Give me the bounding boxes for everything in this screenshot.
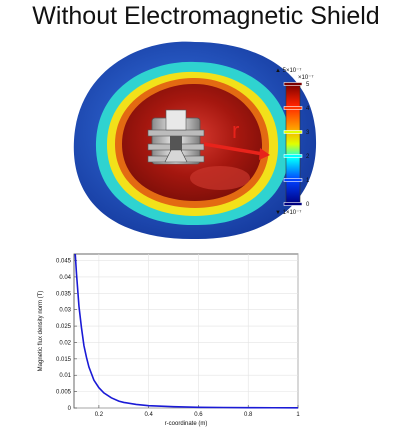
- y-tick-label: 0.02: [59, 340, 71, 346]
- colorbar-ticks: 5 4 3 2 1 0: [283, 82, 310, 208]
- y-axis-label: Magnetic flux density norm (T): [38, 291, 44, 372]
- device-model: [147, 109, 205, 165]
- x-tick-label: 0.4: [144, 412, 153, 418]
- colorbar-tick-mark: [283, 82, 303, 86]
- colorbar-min-label: ▼ 1×10⁻⁷: [275, 209, 301, 216]
- colorbar-tick-label: 1: [306, 178, 310, 184]
- colorbar-tick-mark: [283, 178, 303, 182]
- colorbar-tick-label: 2: [306, 154, 310, 160]
- x-tick-label: 0.8: [244, 412, 253, 418]
- field-simulation-image: r: [73, 41, 317, 240]
- y-tick-label: 0.005: [56, 390, 72, 396]
- colorbar-tick-label: 0: [306, 202, 310, 208]
- colorbar-tick-label: 5: [306, 82, 310, 88]
- y-tick-label: 0.015: [56, 357, 72, 363]
- y-tick-label: 0.04: [59, 275, 71, 281]
- colorbar-tick-label: 4: [306, 106, 310, 112]
- x-tick-label: 1: [296, 412, 300, 418]
- colorbar-tick-mark: [283, 106, 303, 110]
- y-tick-label: 0.025: [56, 324, 72, 330]
- colorbar-tick-label: 3: [306, 130, 310, 136]
- red-highlight: [190, 166, 250, 190]
- y-tick-label: 0: [68, 406, 72, 412]
- y-tick-labels: 0 0.005 0.01 0.015 0.02 0.025 0.03 0.035 0.04 0.0…: [56, 259, 77, 412]
- radius-label: r: [232, 118, 239, 143]
- plot-area: [73, 253, 299, 409]
- colorbar-gradient: [285, 83, 301, 205]
- colorbar-tick-mark: [283, 154, 303, 158]
- colorbar-tick-mark: [283, 130, 303, 134]
- radial-arrow: [203, 142, 270, 160]
- y-tick-label: 0.01: [59, 373, 71, 379]
- colorbar-exponent-label: ×10⁻⁷: [298, 74, 314, 81]
- x-tick-label: 0.2: [95, 412, 104, 418]
- flux-density-curve: [74, 253, 299, 409]
- colorbar-max-label: ▲ 5×10⁻⁷: [275, 67, 301, 74]
- colorbar-tick-mark: [283, 202, 303, 206]
- y-tick-label: 0.03: [59, 308, 71, 314]
- x-tick-label: 0.6: [194, 412, 203, 418]
- colorbar: ▲ 5×10⁻⁷ ×10⁻⁷ 5 4 3 2 1 0 ▼ 1×10⁻⁷: [275, 67, 314, 216]
- y-tick-label: 0.035: [56, 291, 72, 297]
- flux-density-plot: 0.2 0.4 0.6 0.8 1 0 0.005 0.01 0.015 0.02 0.025 0.…: [38, 253, 300, 427]
- y-tick-label: 0.045: [56, 259, 72, 265]
- plot-grid: [74, 254, 299, 409]
- figure-title: Without Electromagnetic Shield: [32, 2, 380, 30]
- x-axis-label: r-coordinate (m): [165, 421, 208, 427]
